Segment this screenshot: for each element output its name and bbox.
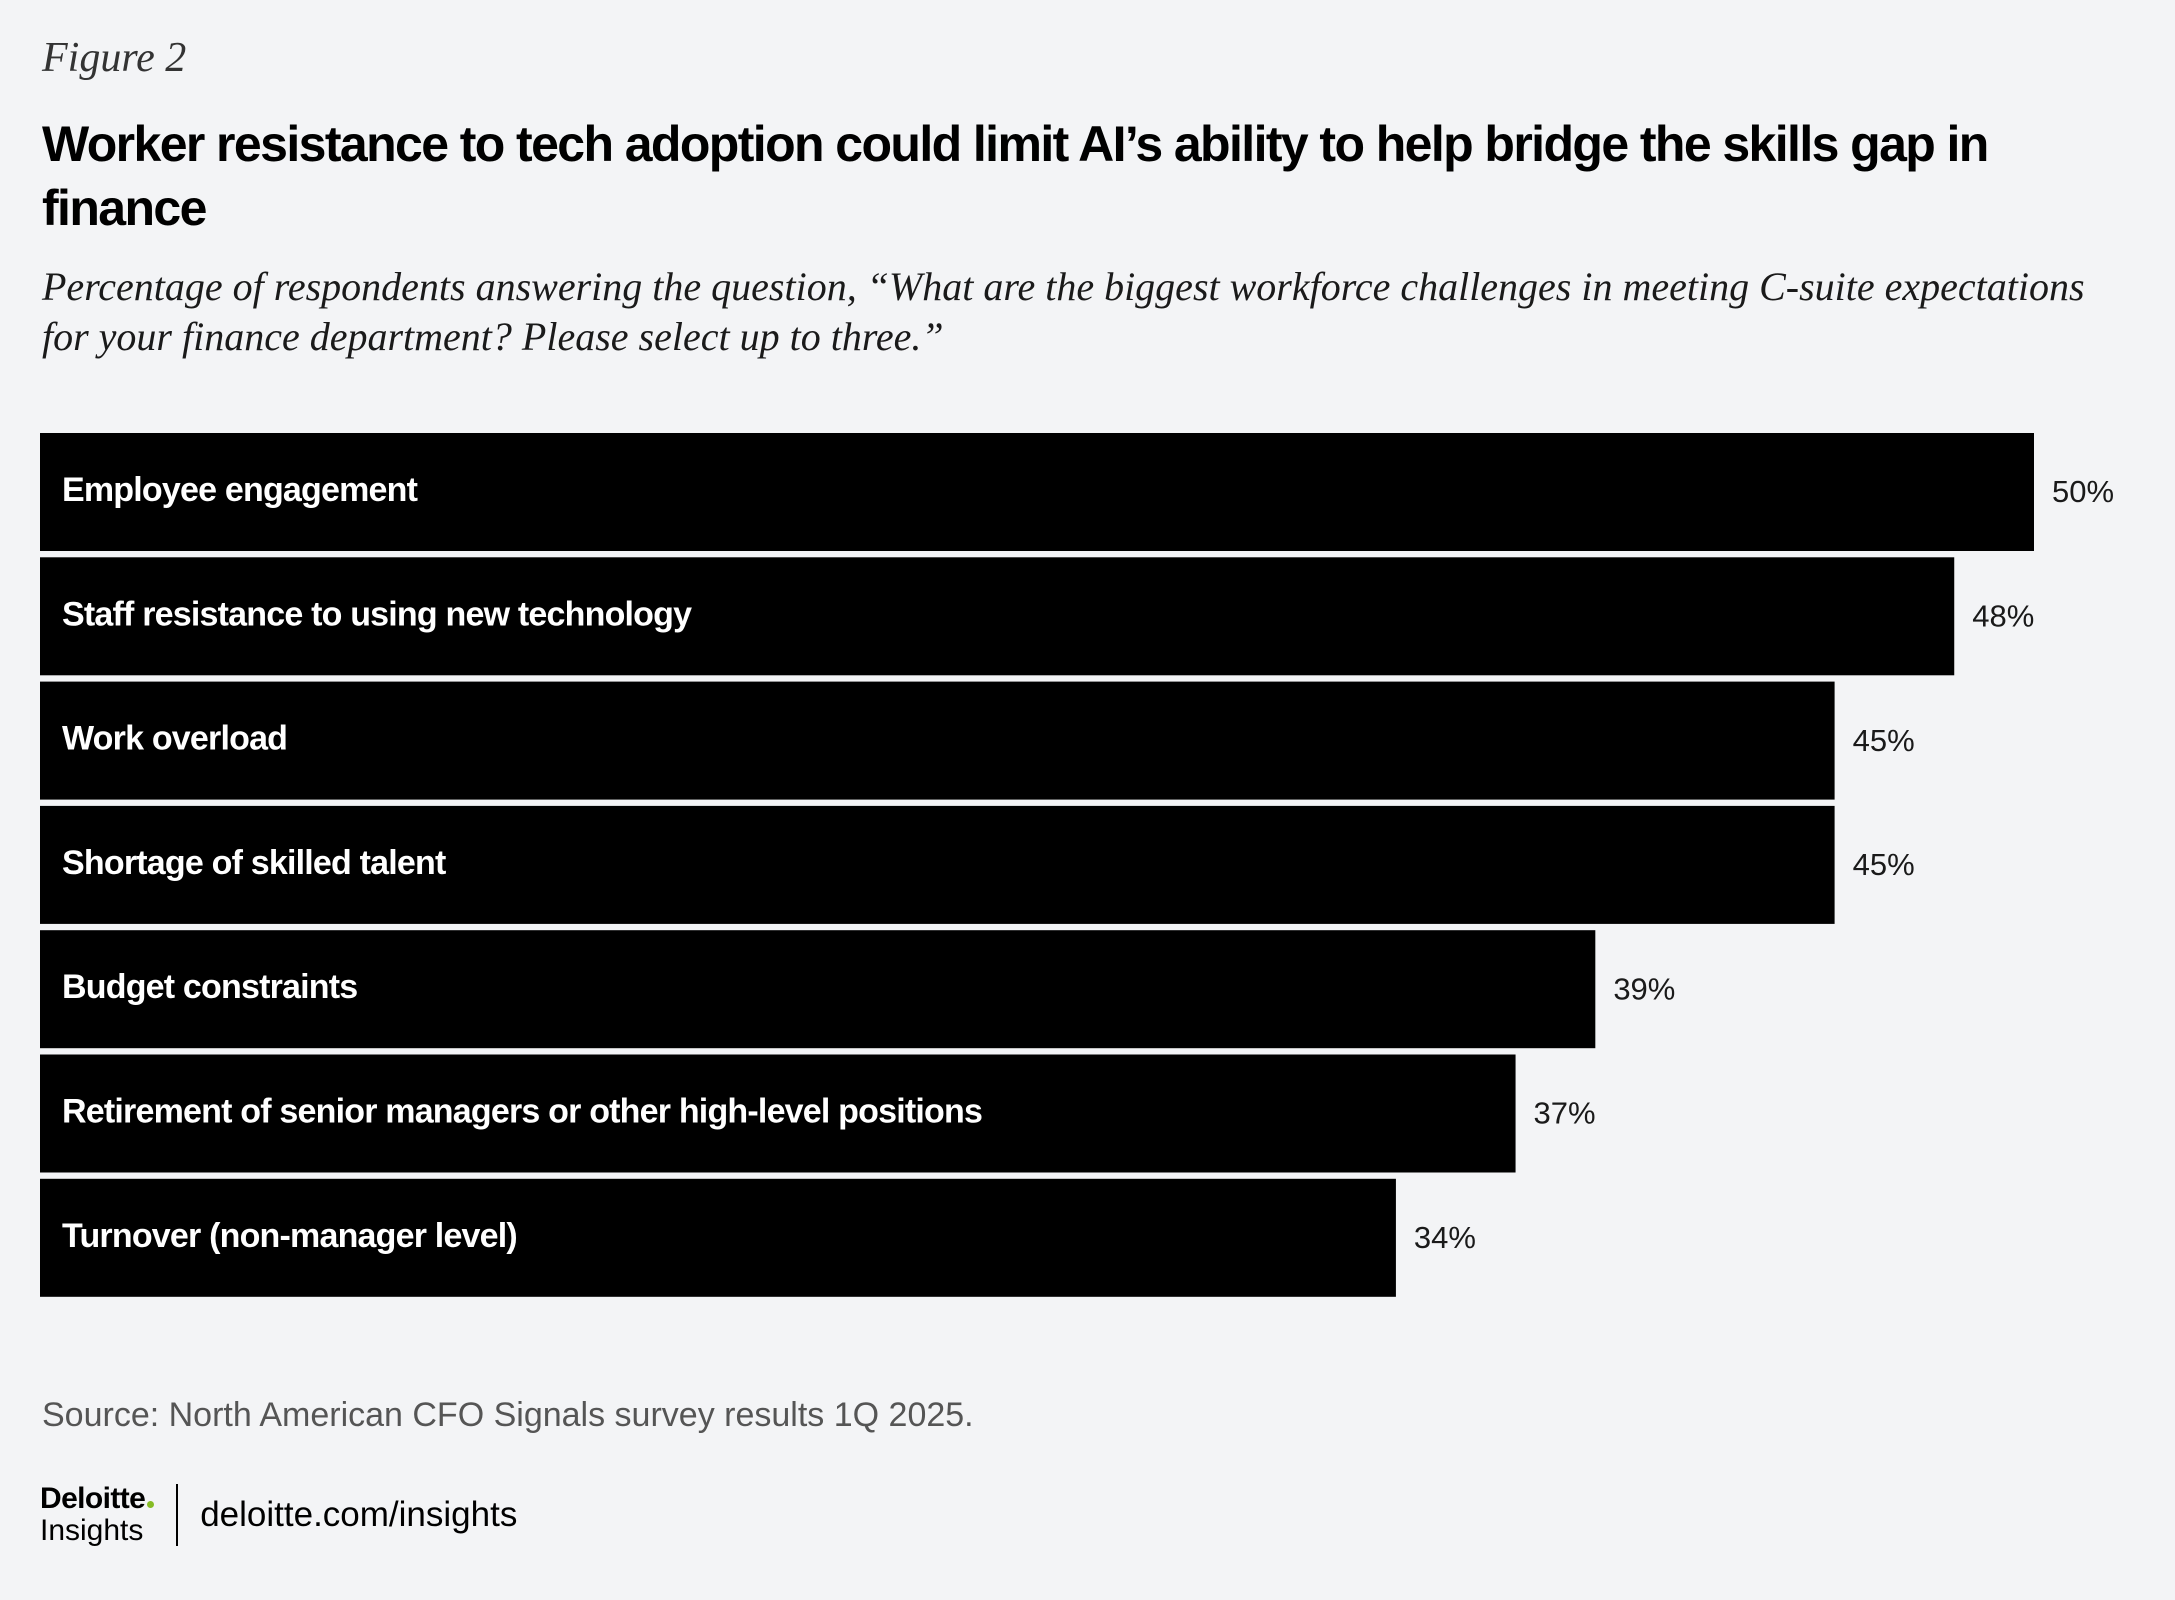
bar xyxy=(40,805,1835,924)
chart-subtitle: Percentage of respondents answering the … xyxy=(42,264,2085,359)
figure-label: Figure 2 xyxy=(42,35,187,81)
bar-value-label: 34% xyxy=(1414,1220,1476,1255)
logo-name: Deloitte xyxy=(40,1482,146,1515)
footer-url-link[interactable]: deloitte.com/insights xyxy=(200,1495,518,1534)
bar-value-label: 50% xyxy=(2052,474,2114,509)
bar xyxy=(40,557,1955,676)
bar-category-label: Turnover (non-manager level) xyxy=(62,1217,517,1255)
bar xyxy=(40,1178,1396,1297)
bar-value-label: 45% xyxy=(1853,847,1915,882)
bar-value-label: 37% xyxy=(1534,1096,1596,1131)
bar xyxy=(40,433,2034,551)
bar-category-label: Shortage of skilled talent xyxy=(62,844,446,882)
bar xyxy=(40,930,1596,1049)
bar-value-label: 45% xyxy=(1853,723,1915,758)
bar-chart: Employee engagement 50% Staff resistance t… xyxy=(40,433,2114,1297)
footer: Deloitte Insights deloitte.com/insights xyxy=(40,1480,517,1550)
footer-divider xyxy=(176,1484,179,1546)
logo-sub: Insights xyxy=(40,1514,144,1547)
logo-dot-icon xyxy=(147,1501,155,1508)
source-note: Source: North American CFO Signals surve… xyxy=(42,1396,974,1434)
bar-value-label: 39% xyxy=(1613,971,1675,1006)
bar-value-label: 48% xyxy=(1972,598,2034,633)
bar-category-label: Budget constraints xyxy=(62,968,357,1006)
deloitte-insights-logo[interactable]: Deloitte Insights xyxy=(40,1482,155,1547)
bar-category-label: Employee engagement xyxy=(62,471,418,509)
chart-title: Worker resistance to tech adoption could… xyxy=(42,116,1989,236)
bar-category-label: Staff resistance to using new technology xyxy=(62,595,692,633)
bar xyxy=(40,1054,1516,1173)
bar-category-label: Work overload xyxy=(62,720,287,758)
bar-category-label: Retirement of senior managers or other h… xyxy=(62,1092,982,1130)
bar xyxy=(40,681,1835,800)
